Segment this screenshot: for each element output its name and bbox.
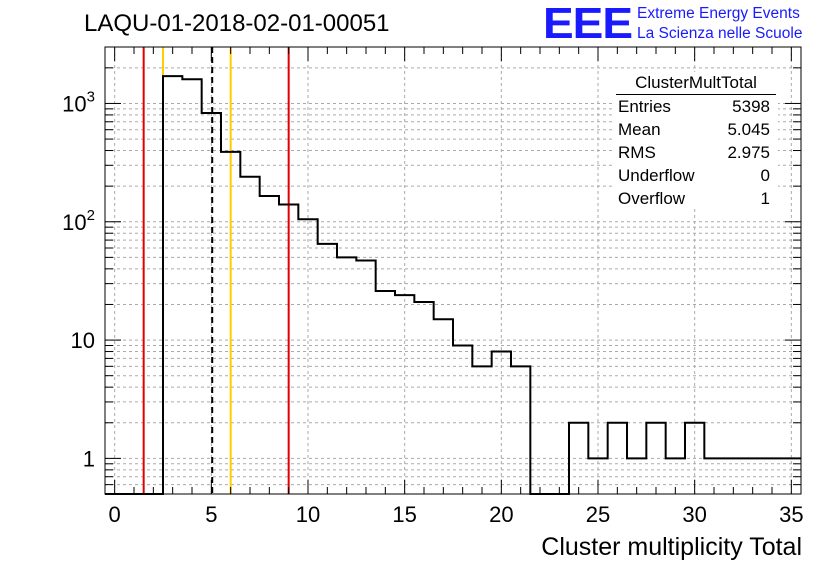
stats-title: ClusterMultTotal: [616, 72, 776, 95]
stats-value: 5398: [732, 97, 770, 116]
stats-value: 2.975: [727, 143, 770, 162]
logo-line-1: Extreme Energy Events: [637, 5, 800, 22]
y-tick-label: 10: [71, 328, 95, 353]
axis-ticks: [105, 46, 801, 495]
y-tick-label: 1: [83, 446, 95, 471]
stats-row-rms: RMS 2.975: [612, 141, 778, 164]
stats-value: 1: [760, 189, 770, 208]
eee-logo-mark: EEE: [543, 0, 633, 48]
x-tick-label: 5: [205, 502, 217, 527]
x-axis-title: Cluster multiplicity Total: [541, 533, 802, 561]
x-tick-label: 0: [109, 502, 121, 527]
x-tick-label: 15: [392, 502, 416, 527]
stats-row-underflow: Underflow 0: [612, 164, 778, 187]
y-tick-label: 103: [62, 88, 95, 116]
stats-label: Underflow: [618, 166, 695, 185]
stats-value: 5.045: [727, 120, 770, 139]
stats-label: Entries: [618, 97, 671, 116]
x-tick-label: 20: [489, 502, 513, 527]
run-title: LAQU-01-2018-02-01-00051: [84, 10, 390, 37]
stats-label: Overflow: [618, 189, 686, 208]
eee-logo: EEE Extreme Energy Events La Scienza nel…: [543, 0, 833, 48]
stats-label: RMS: [618, 143, 656, 162]
plot-frame: [104, 46, 802, 495]
grid-lines: [105, 46, 801, 495]
x-tick-label: 35: [779, 502, 803, 527]
y-tick-label: 102: [62, 207, 95, 235]
stats-row-overflow: Overflow 1: [612, 187, 778, 210]
stats-label: Mean: [618, 120, 661, 139]
reference-lines: [142, 47, 290, 494]
histogram-series: [105, 75, 801, 495]
stats-row-entries: Entries 5398: [612, 95, 778, 118]
stats-box: ClusterMultTotal Entries 5398 Mean 5.045…: [612, 72, 778, 208]
x-tick-label: 10: [296, 502, 320, 527]
logo-line-2: La Scienza nelle Scuole: [637, 25, 803, 42]
stats-value: 0: [760, 166, 770, 185]
histogram-line: [105, 75, 801, 495]
x-tick-label: 25: [586, 502, 610, 527]
x-tick-label: 30: [682, 502, 706, 527]
stats-row-mean: Mean 5.045: [612, 118, 778, 141]
